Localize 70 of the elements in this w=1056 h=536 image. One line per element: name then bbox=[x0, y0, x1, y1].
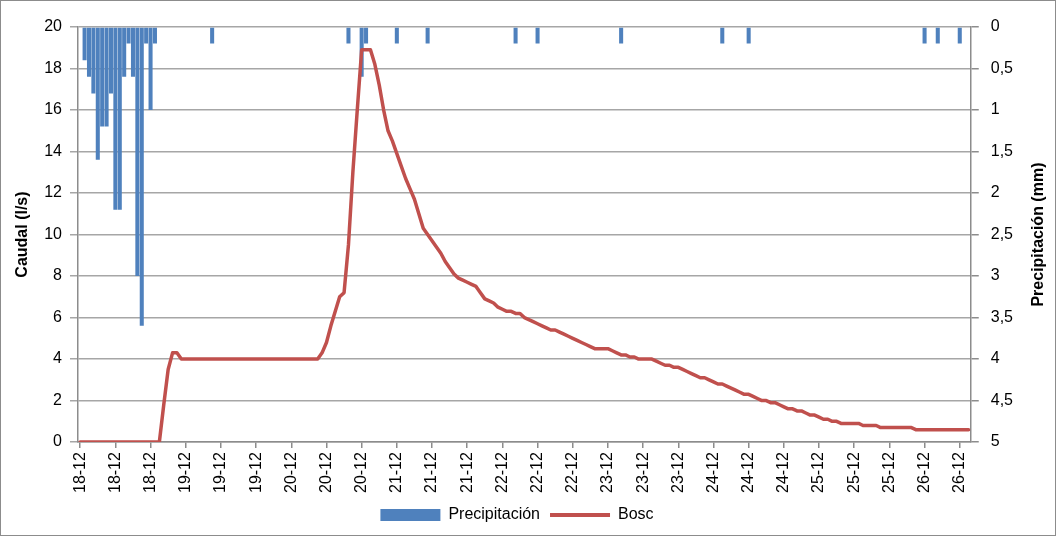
x-tick-label: 26-12 bbox=[950, 451, 968, 493]
x-tick-label: 25-12 bbox=[879, 451, 897, 493]
y2-tick-label: 0,5 bbox=[990, 58, 1014, 76]
x-tick-label: 19-12 bbox=[176, 451, 194, 493]
y2-tick-label: 1,5 bbox=[990, 141, 1014, 159]
bar bbox=[425, 27, 430, 44]
bar bbox=[346, 27, 351, 44]
bar bbox=[720, 27, 725, 44]
bar bbox=[117, 27, 122, 210]
bar bbox=[513, 27, 518, 44]
y2-tick-label: 5 bbox=[990, 432, 1000, 450]
bar bbox=[139, 27, 144, 326]
bar bbox=[957, 27, 962, 44]
x-tick-label: 23-12 bbox=[668, 451, 686, 493]
y2-tick-label: 4 bbox=[990, 349, 1000, 367]
x-tick-label: 19-12 bbox=[211, 451, 229, 493]
y-tick-label: 20 bbox=[44, 17, 63, 35]
y2-tick-label: 0 bbox=[990, 17, 1000, 35]
y-tick-label: 0 bbox=[53, 432, 63, 450]
x-tick-label: 24-12 bbox=[739, 451, 757, 493]
bar bbox=[619, 27, 624, 44]
bar bbox=[535, 27, 540, 44]
y2-tick-label: 3,5 bbox=[990, 307, 1014, 325]
bar bbox=[148, 27, 153, 111]
x-tick-label: 20-12 bbox=[281, 451, 299, 493]
y-tick-label: 8 bbox=[53, 266, 63, 284]
x-tick-label: 18-12 bbox=[140, 451, 158, 493]
x-tick-label: 24-12 bbox=[703, 451, 721, 493]
legend-label: Bosc bbox=[618, 505, 654, 523]
y2-tick-label: 4,5 bbox=[990, 390, 1014, 408]
x-tick-label: 21-12 bbox=[422, 451, 440, 493]
x-tick-label: 21-12 bbox=[457, 451, 475, 493]
x-tick-label: 24-12 bbox=[774, 451, 792, 493]
y-tick-label: 10 bbox=[44, 224, 63, 242]
x-tick-label: 25-12 bbox=[809, 451, 827, 493]
y2-tick-label: 2 bbox=[990, 183, 1000, 201]
y2-tick-label: 2,5 bbox=[990, 224, 1014, 242]
x-tick-label: 18-12 bbox=[70, 451, 88, 493]
x-tick-label: 22-12 bbox=[563, 451, 581, 493]
y-tick-label: 6 bbox=[53, 307, 63, 325]
y-axis-title: Caudal (l/s) bbox=[13, 191, 31, 278]
x-tick-label: 26-12 bbox=[914, 451, 932, 493]
bar bbox=[746, 27, 751, 44]
bar bbox=[935, 27, 940, 44]
y2-axis-title: Precipitación (mm) bbox=[1029, 162, 1047, 307]
x-tick-label: 22-12 bbox=[492, 451, 510, 493]
bar bbox=[113, 27, 118, 210]
bar bbox=[210, 27, 215, 44]
x-tick-label: 23-12 bbox=[633, 451, 651, 493]
x-tick-label: 21-12 bbox=[387, 451, 405, 493]
bar bbox=[394, 27, 399, 44]
y-tick-label: 18 bbox=[44, 58, 63, 76]
y-tick-label: 12 bbox=[44, 183, 63, 201]
y-tick-label: 14 bbox=[44, 141, 63, 159]
legend-label: Precipitación bbox=[448, 505, 541, 523]
x-tick-label: 20-12 bbox=[316, 451, 334, 493]
y-tick-label: 4 bbox=[53, 349, 63, 367]
x-tick-label: 19-12 bbox=[246, 451, 264, 493]
x-tick-label: 22-12 bbox=[527, 451, 545, 493]
y-tick-label: 2 bbox=[53, 390, 63, 408]
x-tick-label: 23-12 bbox=[598, 451, 616, 493]
bar bbox=[104, 27, 109, 127]
y2-tick-label: 3 bbox=[990, 266, 1000, 284]
x-tick-label: 20-12 bbox=[352, 451, 370, 493]
x-tick-label: 25-12 bbox=[844, 451, 862, 493]
y-tick-label: 16 bbox=[44, 100, 63, 118]
bar bbox=[922, 27, 927, 44]
y2-tick-label: 1 bbox=[990, 100, 1000, 118]
x-tick-label: 18-12 bbox=[105, 451, 123, 493]
bar bbox=[95, 27, 100, 160]
